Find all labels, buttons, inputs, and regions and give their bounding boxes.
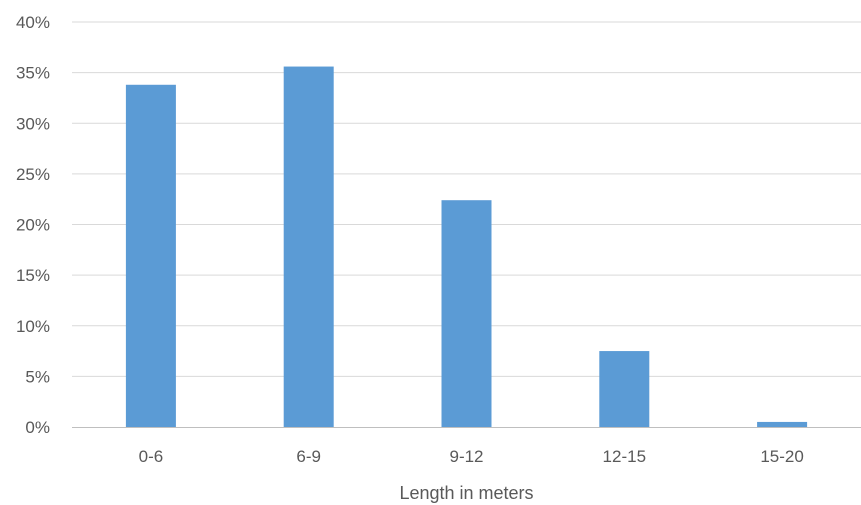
- bar-0-6: [125, 84, 176, 428]
- x-axis-tick-labels: 0-6 6-9 9-12 12-15 15-20: [139, 447, 804, 466]
- y-tick-label: 30%: [16, 114, 50, 133]
- x-tick-label: 6-9: [296, 447, 321, 466]
- x-tick-label: 0-6: [139, 447, 164, 466]
- bar-12-15: [599, 351, 650, 427]
- x-axis-title: Length in meters: [399, 483, 533, 503]
- bar-6-9: [283, 66, 334, 428]
- y-tick-label: 5%: [25, 367, 50, 386]
- y-tick-label: 35%: [16, 64, 50, 83]
- x-tick-label: 12-15: [603, 447, 646, 466]
- bar-9-12: [441, 200, 492, 427]
- bar-15-20: [757, 421, 808, 427]
- x-tick-label: 15-20: [760, 447, 803, 466]
- y-tick-label: 10%: [16, 317, 50, 336]
- x-tick-label: 9-12: [449, 447, 483, 466]
- y-tick-label: 40%: [16, 13, 50, 32]
- y-tick-label: 15%: [16, 266, 50, 285]
- y-axis-tick-labels: 0% 5% 10% 15% 20% 25% 30% 35% 40%: [16, 13, 50, 437]
- y-tick-label: 20%: [16, 216, 50, 235]
- y-tick-label: 0%: [25, 418, 50, 437]
- bars: [125, 66, 808, 428]
- y-tick-label: 25%: [16, 165, 50, 184]
